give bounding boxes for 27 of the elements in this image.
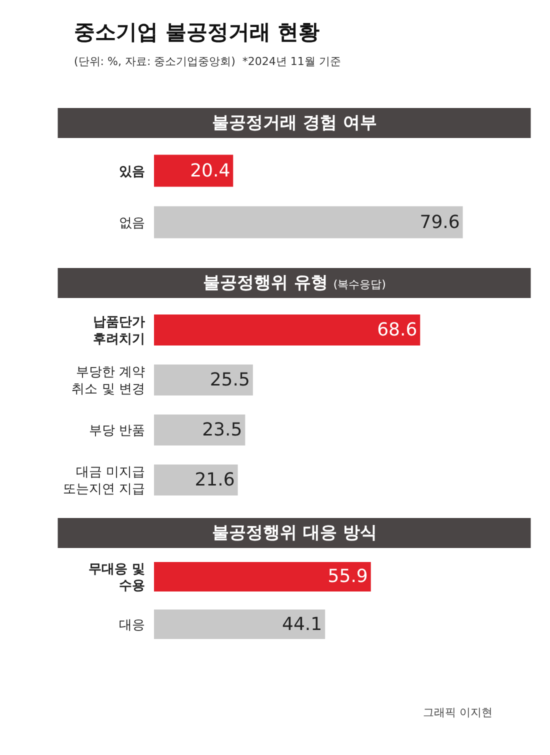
y-tick-label: 대응	[119, 618, 145, 633]
data-label: 23.5	[202, 420, 242, 440]
data-label: 25.5	[210, 370, 250, 390]
data-label: 20.4	[190, 160, 230, 182]
chart-title: 불공정거래 경험 여부	[212, 113, 377, 133]
chart-title: 불공정행위 유형	[203, 273, 328, 293]
data-label: 79.6	[420, 212, 460, 233]
bar	[154, 414, 246, 446]
y-tick-label: 부당 반품	[88, 424, 145, 439]
y-tick-label: 납품단가 후려치기	[93, 315, 145, 347]
y-tick-label: 대금 미지급 또는지연 지급	[62, 465, 145, 497]
chart-title: 불공정행위 대응 방식	[212, 523, 377, 543]
data-label: 68.6	[377, 320, 418, 340]
text: 그래픽 이지현	[423, 706, 492, 719]
bar	[154, 314, 420, 346]
chart-subtitle: (복수응답)	[333, 278, 386, 291]
data-label: 21.6	[194, 470, 235, 490]
bar	[154, 464, 238, 496]
y-tick-label: 없음	[119, 216, 145, 231]
y-tick-label: 있음	[119, 164, 145, 180]
bar	[154, 364, 253, 396]
text: 중소기업 불공정거래 현황	[74, 20, 320, 44]
data-label: 44.1	[282, 614, 322, 635]
text: (단위: %, 자료: 중소기업중앙회) *2024년 11월 기준	[74, 55, 341, 68]
y-tick-label: 무대응 및 수용	[88, 562, 145, 594]
y-tick-label: 부당한 계약 취소 및 변경	[72, 365, 145, 397]
data-label: 55.9	[328, 566, 368, 588]
